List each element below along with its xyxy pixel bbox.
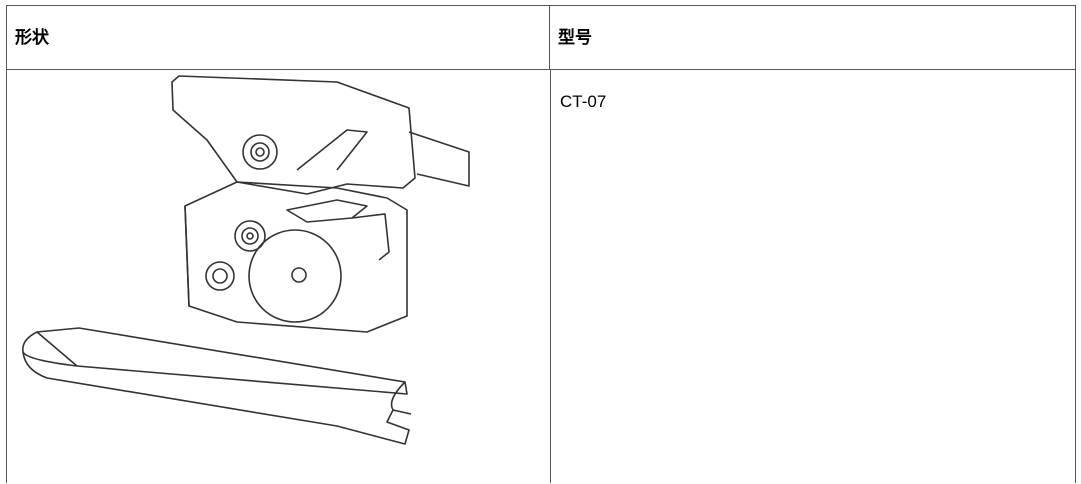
header-cell: 型号	[550, 6, 1075, 70]
column-divider	[550, 70, 551, 483]
table: 形状 型号 CT-07	[6, 5, 1076, 483]
model-code: CT-07	[560, 92, 607, 111]
header-cell: 形状	[7, 6, 550, 70]
product-illustration	[21, 75, 470, 445]
